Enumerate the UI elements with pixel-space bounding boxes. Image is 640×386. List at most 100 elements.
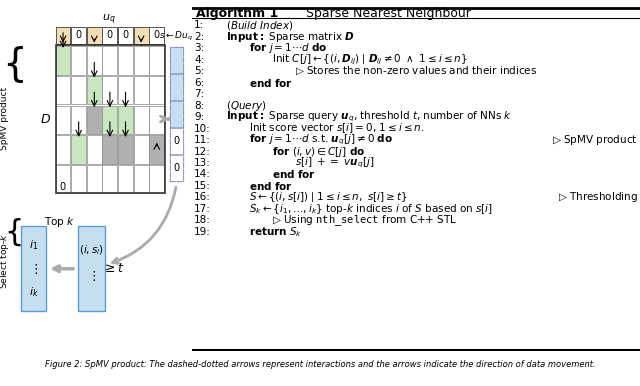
Text: 8:: 8: xyxy=(195,101,205,111)
Text: $s[i]\ +=\ v\boldsymbol{u}_q[j]$: $s[i]\ +=\ v\boldsymbol{u}_q[j]$ xyxy=(296,156,375,170)
Text: $\mathbf{Input:}$ Sparse matrix $\boldsymbol{D}$: $\mathbf{Input:}$ Sparse matrix $\boldsy… xyxy=(226,30,355,44)
Text: Init score vector $s[i]=0$, $1\leq i\leq n$.: Init score vector $s[i]=0$, $1\leq i\leq… xyxy=(249,122,424,135)
Text: 12:: 12: xyxy=(195,147,211,156)
Text: 10:: 10: xyxy=(195,124,211,134)
Text: 5:: 5: xyxy=(195,66,205,76)
Text: 17:: 17: xyxy=(195,204,211,214)
Text: 13:: 13: xyxy=(195,158,211,168)
Text: $\vdots$: $\vdots$ xyxy=(29,262,38,276)
Bar xyxy=(149,165,164,193)
Text: $S\leftarrow\{(i,s[i])\mid 1\leq i\leq n,\ s[i]\geq t\}$: $S\leftarrow\{(i,s[i])\mid 1\leq i\leq n… xyxy=(249,190,408,204)
Bar xyxy=(118,106,133,134)
Bar xyxy=(71,76,86,104)
Text: 7:: 7: xyxy=(195,89,205,99)
Bar xyxy=(170,47,182,73)
Text: $(i, s_i)$: $(i, s_i)$ xyxy=(79,243,104,257)
Text: {: { xyxy=(4,217,24,247)
Text: $(Build\ Index)$: $(Build\ Index)$ xyxy=(226,19,293,32)
Text: 16:: 16: xyxy=(195,192,211,202)
Bar xyxy=(118,46,133,74)
Bar xyxy=(71,106,86,134)
Text: Sparse Nearest Neighbour: Sparse Nearest Neighbour xyxy=(307,7,471,20)
Bar xyxy=(56,45,165,193)
Text: $\mathbf{end\ for}$: $\mathbf{end\ for}$ xyxy=(249,180,293,192)
Text: Algorithm 1: Algorithm 1 xyxy=(196,7,279,20)
Text: SpMV product: SpMV product xyxy=(1,87,10,150)
Text: 4:: 4: xyxy=(195,55,205,65)
Text: $\mathbf{for}$ $(i,v)\in C[j]$ $\mathbf{do}$: $\mathbf{for}$ $(i,v)\in C[j]$ $\mathbf{… xyxy=(272,144,365,159)
Text: $\mathbf{for}$ $j=1\cdots d$ s.t. $\boldsymbol{u}_q[j]\neq 0$ $\mathbf{do}$: $\mathbf{for}$ $j=1\cdots d$ s.t. $\bold… xyxy=(249,133,393,147)
Text: $\mathbf{Input:}$ Sparse query $\boldsymbol{u}_q$, threshold $t$, number of NNs : $\mathbf{Input:}$ Sparse query $\boldsym… xyxy=(226,110,512,124)
Bar xyxy=(102,106,117,134)
Text: {: { xyxy=(2,45,26,83)
Text: 0: 0 xyxy=(173,163,180,173)
Bar xyxy=(118,165,133,193)
Bar xyxy=(56,106,70,134)
Bar xyxy=(87,106,102,134)
Text: $\triangleright$ Stores the non-zero values and their indices: $\triangleright$ Stores the non-zero val… xyxy=(296,65,538,78)
Text: Figure 2: SpMV product: The dashed-dotted arrows represent interactions and the : Figure 2: SpMV product: The dashed-dotte… xyxy=(45,360,595,369)
Bar xyxy=(102,27,117,44)
Bar xyxy=(170,155,182,181)
Bar xyxy=(149,46,164,74)
Text: $\mathbf{for}$ $j=1\cdots d$ $\mathbf{do}$: $\mathbf{for}$ $j=1\cdots d$ $\mathbf{do… xyxy=(249,41,328,55)
Text: $\mathbf{end\ for}$: $\mathbf{end\ for}$ xyxy=(272,168,316,180)
Text: 15:: 15: xyxy=(195,181,211,191)
Text: Init $C[j]\leftarrow\{(i,\boldsymbol{D}_{ij})\mid\boldsymbol{D}_{ij}\neq 0\ \wed: Init $C[j]\leftarrow\{(i,\boldsymbol{D}_… xyxy=(272,52,468,67)
Bar xyxy=(170,74,182,100)
Bar xyxy=(149,27,164,44)
Text: 0: 0 xyxy=(122,30,129,41)
Text: $\mathbf{end\ for}$: $\mathbf{end\ for}$ xyxy=(249,77,293,89)
Bar xyxy=(56,27,70,44)
Text: $(Query)$: $(Query)$ xyxy=(226,99,266,113)
Text: 3:: 3: xyxy=(195,43,205,53)
Text: $D$: $D$ xyxy=(40,113,51,125)
Text: $s \leftarrow Du_q$: $s \leftarrow Du_q$ xyxy=(159,30,193,43)
Text: 6:: 6: xyxy=(195,78,205,88)
Bar xyxy=(102,46,117,74)
Text: 1:: 1: xyxy=(195,20,205,30)
Text: 0: 0 xyxy=(107,30,113,41)
Bar xyxy=(56,46,70,74)
Bar xyxy=(87,135,102,164)
Bar xyxy=(134,106,148,134)
Bar xyxy=(87,27,102,44)
Text: $\triangleright$ Thresholding: $\triangleright$ Thresholding xyxy=(558,190,637,204)
Bar xyxy=(102,135,117,164)
Bar xyxy=(87,165,102,193)
Bar xyxy=(102,76,117,104)
Text: $i_1$: $i_1$ xyxy=(29,238,38,252)
Text: 0: 0 xyxy=(154,30,160,41)
Bar xyxy=(87,46,102,74)
Text: 0: 0 xyxy=(173,136,180,146)
Bar xyxy=(87,76,102,104)
Text: $S_k\leftarrow\{i_1,\ldots,i_k\}$ top-$k$ indices $i$ of $S$ based on $s[i]$: $S_k\leftarrow\{i_1,\ldots,i_k\}$ top-$k… xyxy=(249,202,493,216)
Bar xyxy=(134,27,148,44)
Bar xyxy=(149,135,164,164)
Text: 18:: 18: xyxy=(195,215,211,225)
Bar xyxy=(71,135,86,164)
Bar xyxy=(118,135,133,164)
Bar xyxy=(71,27,86,44)
Text: $\mathbf{return}$ $S_k$: $\mathbf{return}$ $S_k$ xyxy=(249,225,302,239)
Text: 11:: 11: xyxy=(195,135,211,145)
Bar xyxy=(71,165,86,193)
Bar xyxy=(149,106,164,134)
Bar xyxy=(170,101,182,127)
Text: 19:: 19: xyxy=(195,227,211,237)
Bar xyxy=(102,165,117,193)
Bar xyxy=(170,47,182,181)
Bar xyxy=(134,46,148,74)
Text: $i_k$: $i_k$ xyxy=(29,286,38,300)
Text: $\triangleright$ SpMV product: $\triangleright$ SpMV product xyxy=(552,133,637,147)
Bar xyxy=(118,27,133,44)
Text: 2:: 2: xyxy=(195,32,205,42)
Text: $\vdots$: $\vdots$ xyxy=(87,269,96,283)
Text: 14:: 14: xyxy=(195,169,211,179)
Bar xyxy=(56,165,70,193)
Text: 0: 0 xyxy=(76,30,82,41)
Text: $u_q$: $u_q$ xyxy=(102,12,116,27)
Bar xyxy=(170,128,182,154)
Text: 0: 0 xyxy=(60,182,65,192)
Bar xyxy=(134,76,148,104)
